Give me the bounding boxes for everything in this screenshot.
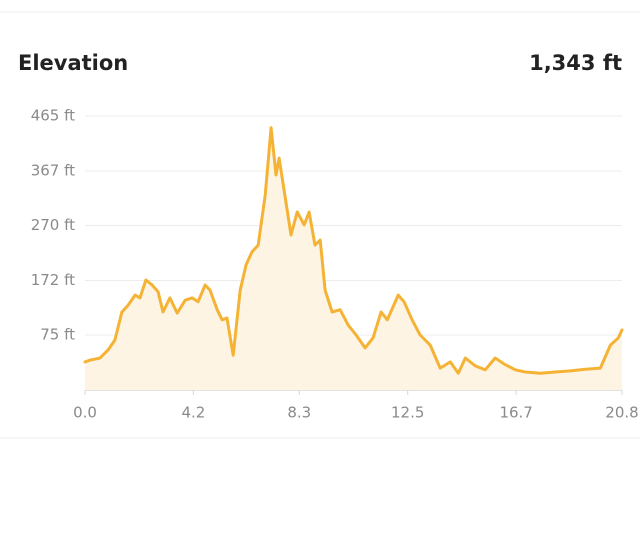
y-tick-label: 270 ft bbox=[31, 216, 75, 234]
total-gain: 1,343 ft bbox=[529, 51, 622, 75]
x-tick-label: 0.0 bbox=[73, 404, 97, 422]
y-tick-label: 75 ft bbox=[40, 325, 75, 343]
x-tick-label: 16.7 bbox=[499, 404, 532, 422]
y-tick-label: 172 ft bbox=[31, 271, 75, 289]
y-tick-label: 367 ft bbox=[31, 162, 75, 180]
area-fill bbox=[85, 127, 622, 391]
elevation-line bbox=[83, 126, 624, 375]
y-tick-label: 465 ft bbox=[31, 107, 75, 125]
x-tick-label: 20.8 bbox=[605, 404, 638, 422]
chart-title: Elevation bbox=[18, 51, 128, 75]
x-tick-label: 12.5 bbox=[391, 404, 424, 422]
x-tick-label: 4.2 bbox=[182, 404, 206, 422]
x-tick-label: 8.3 bbox=[287, 404, 311, 422]
